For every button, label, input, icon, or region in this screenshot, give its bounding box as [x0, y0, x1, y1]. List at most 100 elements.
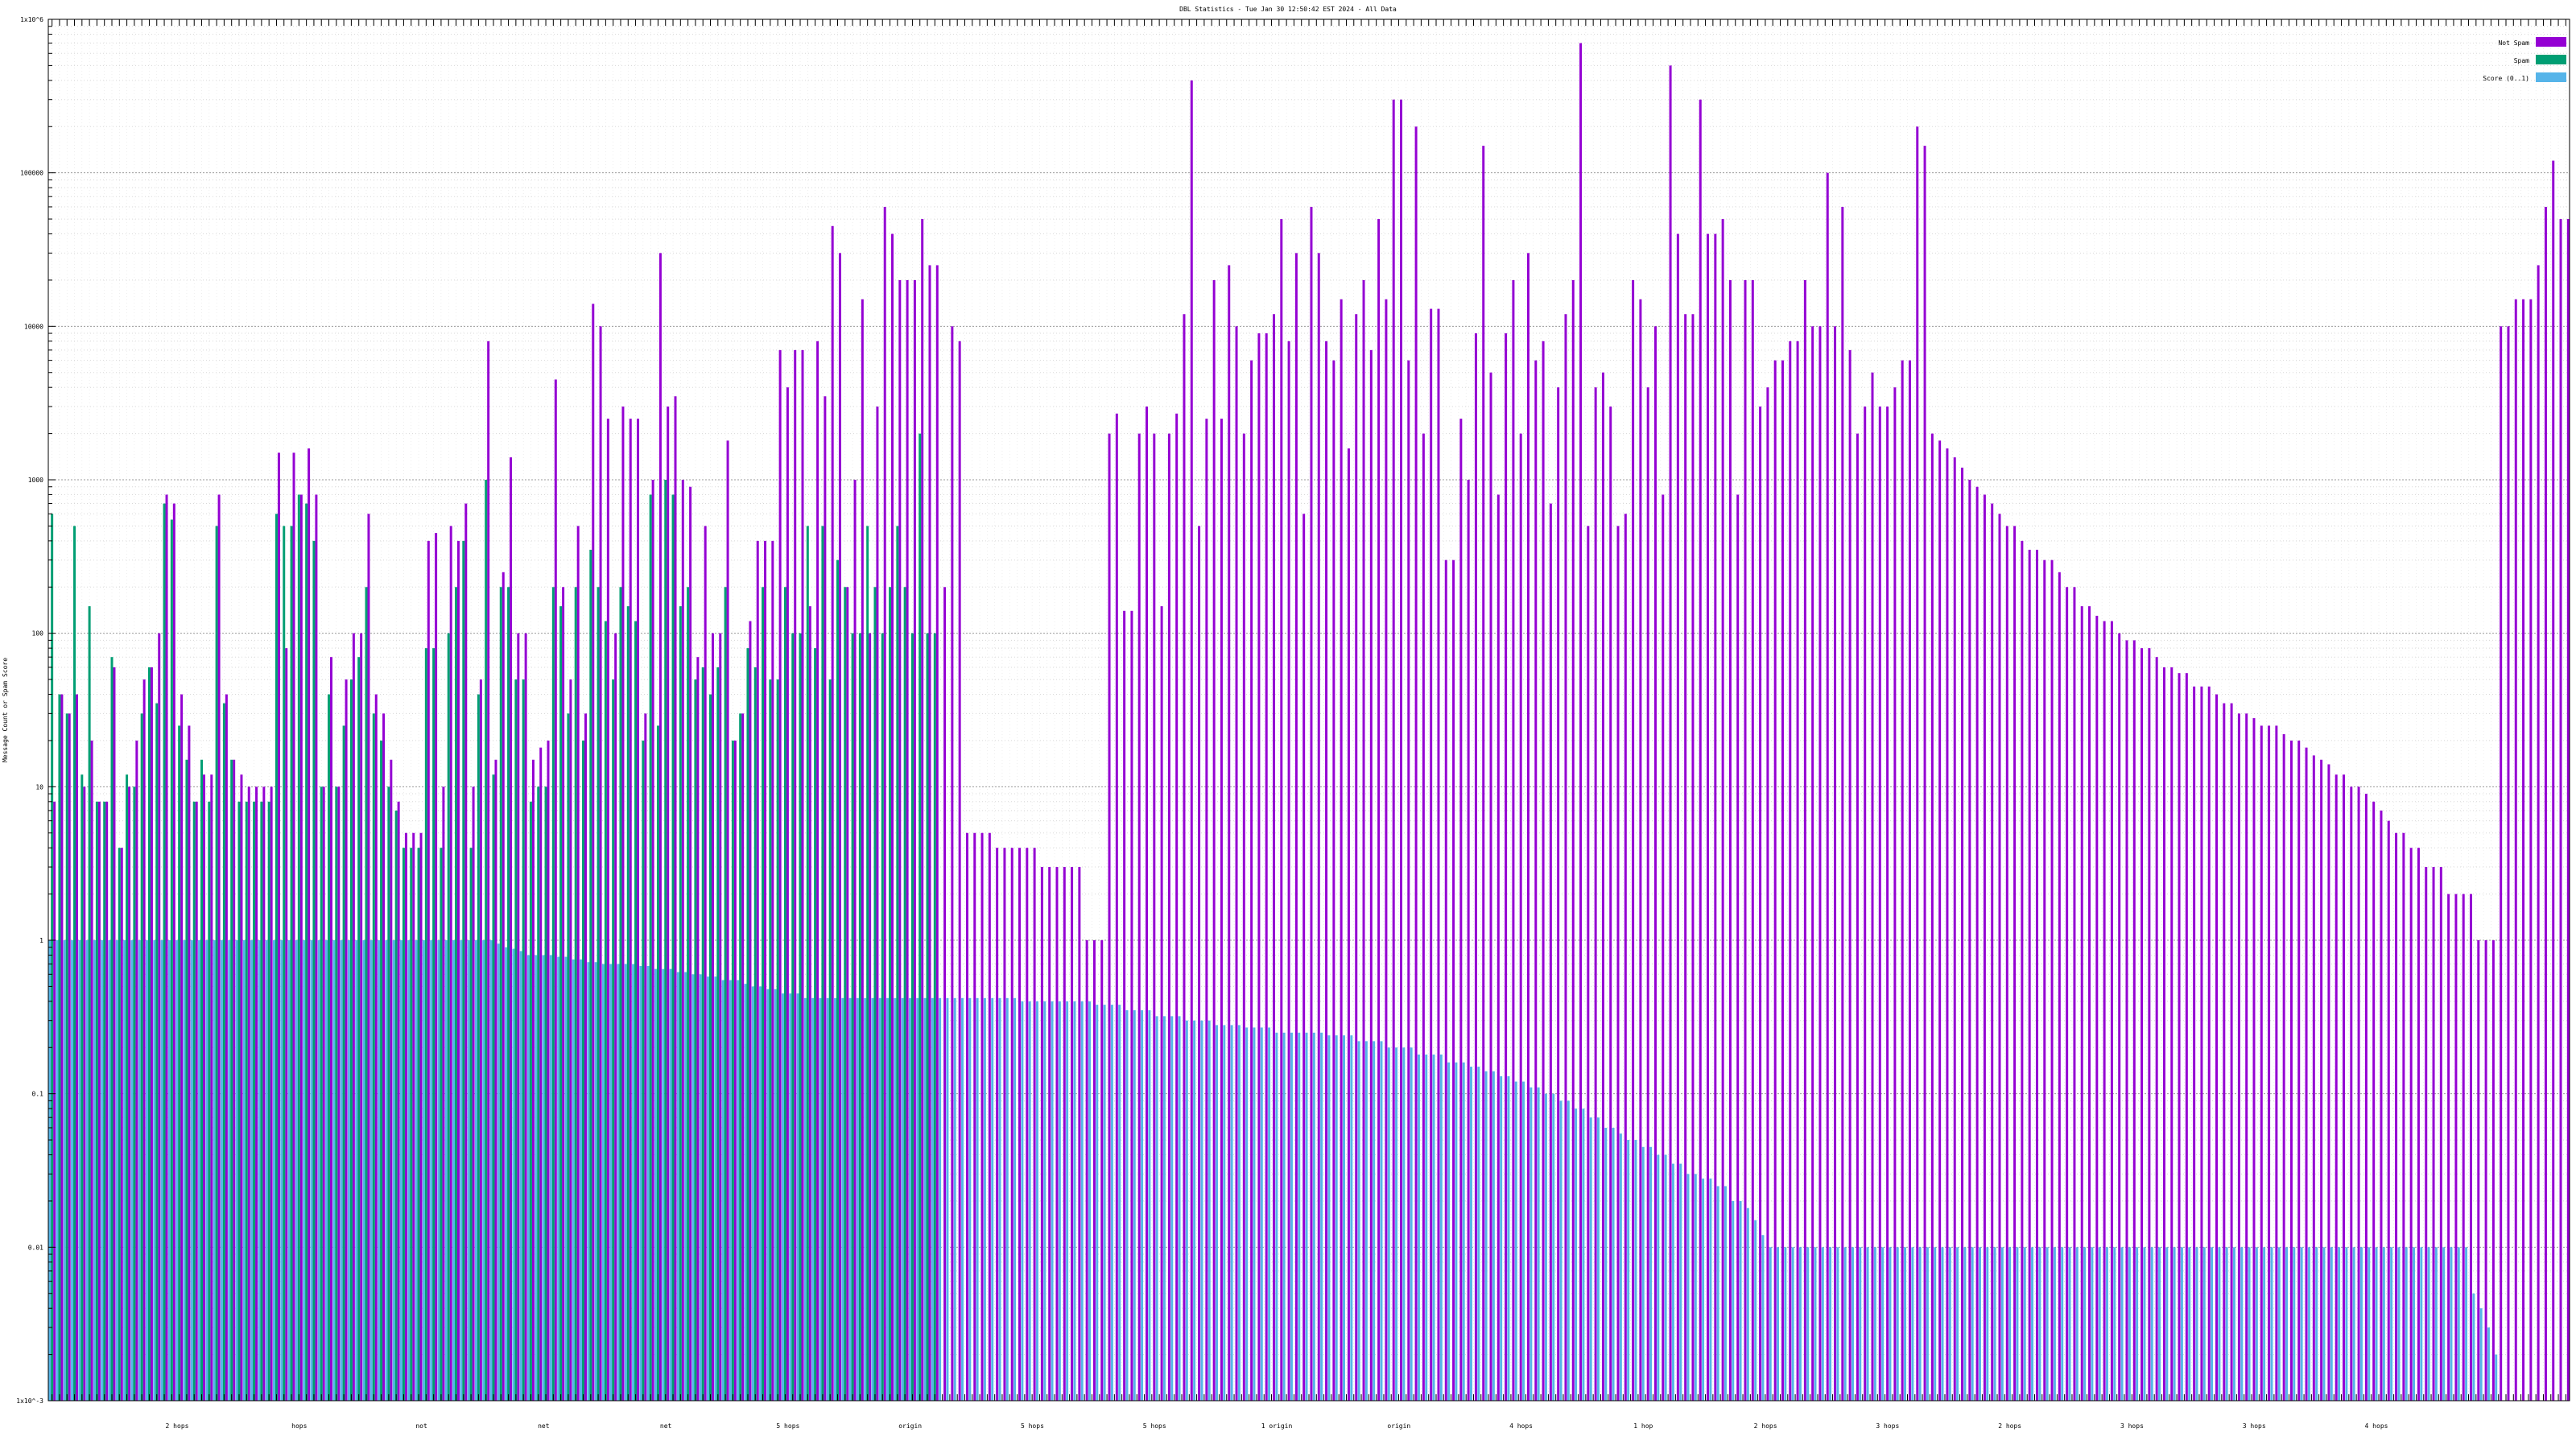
not-spam-bar [569, 679, 572, 1401]
not-spam-bar [2050, 559, 2054, 1401]
score-bar [2075, 1247, 2079, 1401]
not-spam-bar [2058, 572, 2061, 1402]
spam-bar [762, 587, 765, 1401]
spam-bar [649, 494, 652, 1401]
not-spam-bar [1893, 387, 1897, 1401]
not-spam-bar [1871, 372, 1874, 1401]
not-spam-bar [1676, 233, 1679, 1402]
not-spam-bar [1452, 559, 1455, 1401]
not-spam-bar [2544, 206, 2547, 1401]
not-spam-bar [2364, 794, 2368, 1401]
spam-bar [724, 587, 727, 1401]
score-bar [2293, 1247, 2296, 1401]
spam-bar [687, 587, 690, 1401]
not-spam-bar [1901, 360, 1904, 1401]
score-bar [691, 974, 695, 1401]
not-spam-bar [142, 679, 146, 1401]
not-spam-bar [435, 533, 438, 1401]
not-spam-bar [2282, 734, 2285, 1401]
score-bar [2345, 1247, 2348, 1401]
not-spam-bar [1257, 333, 1261, 1402]
score-bar [153, 940, 156, 1401]
not-spam-bar [958, 341, 961, 1402]
score-bar [1462, 1062, 1465, 1401]
spam-bar [163, 503, 166, 1401]
score-bar [2091, 1247, 2094, 1401]
not-spam-bar [1003, 848, 1006, 1401]
score-bar [871, 997, 874, 1401]
not-spam-bar [2230, 703, 2233, 1401]
not-spam-bar [2223, 703, 2226, 1401]
spam-bar [357, 657, 361, 1401]
score-bar [2487, 1327, 2490, 1401]
spam-bar [537, 786, 540, 1401]
spam-bar [133, 786, 136, 1401]
score-bar [1956, 1247, 1959, 1401]
spam-bar [410, 848, 413, 1401]
not-spam-bar [1010, 848, 1013, 1401]
score-bar [1096, 1005, 1099, 1401]
not-spam-bar [2529, 299, 2533, 1402]
not-spam-bar [1998, 514, 2001, 1402]
score-bar [1559, 1100, 1563, 1401]
score-bar [2450, 1247, 2453, 1401]
not-spam-bar [1549, 503, 1552, 1401]
not-spam-bar [1691, 314, 1695, 1402]
x-tick-label: 3 hops [1876, 1422, 1899, 1430]
score-bar [347, 940, 350, 1401]
spam-bar [192, 801, 196, 1401]
not-spam-bar [1340, 299, 1343, 1402]
not-spam-bar [2552, 160, 2555, 1401]
score-bar [2038, 1247, 2041, 1401]
not-spam-bar [2559, 219, 2562, 1402]
score-bar [526, 955, 530, 1401]
not-spam-bar [1092, 940, 1096, 1401]
spam-bar [402, 848, 405, 1401]
not-spam-bar [1796, 341, 1799, 1402]
not-spam-bar [2395, 832, 2398, 1401]
not-spam-bar [1632, 279, 1635, 1401]
score-bar [2053, 1247, 2056, 1401]
not-spam-bar [337, 786, 341, 1401]
score-bar [1200, 1020, 1203, 1401]
x-tick-label: origin [898, 1422, 922, 1430]
x-tick-label: 5 hops [1143, 1422, 1166, 1430]
not-spam-bar [988, 832, 991, 1401]
spam-bar [783, 587, 786, 1401]
not-spam-bar [704, 526, 707, 1401]
score-bar [467, 940, 470, 1401]
not-spam-bar [1459, 419, 1463, 1401]
score-bar [1904, 1247, 1907, 1401]
spam-bar [933, 633, 936, 1401]
score-bar [961, 997, 964, 1401]
score-bar [1657, 1154, 1660, 1401]
not-spam-bar [1444, 559, 1447, 1401]
score-bar [1320, 1032, 1323, 1401]
spam-bar [462, 540, 465, 1401]
score-bar [1035, 1001, 1038, 1401]
score-bar [407, 940, 411, 1401]
score-bar [1492, 1071, 1495, 1401]
not-spam-bar [2409, 848, 2413, 1401]
not-spam-bar [1414, 126, 1418, 1402]
not-spam-bar [382, 713, 386, 1401]
score-bar [2173, 1247, 2176, 1401]
not-spam-bar [531, 759, 535, 1401]
score-bar [1028, 1001, 1031, 1401]
not-spam-bar [1040, 867, 1043, 1401]
not-spam-bar [2343, 774, 2346, 1401]
score-bar [1746, 1208, 1749, 1401]
score-bar [123, 940, 126, 1401]
not-spam-bar [1183, 314, 1186, 1402]
score-bar [190, 940, 193, 1401]
not-spam-bar [1167, 433, 1170, 1401]
x-tick-label: 4 hops [1509, 1422, 1533, 1430]
score-bar [2225, 1247, 2228, 1401]
score-bar [2434, 1247, 2438, 1401]
score-bar [1410, 1047, 1413, 1401]
spam-bar [574, 587, 577, 1401]
spam-bar [335, 786, 338, 1401]
score-bar [1627, 1140, 1630, 1401]
spam-bar [873, 587, 877, 1401]
score-bar [601, 964, 605, 1401]
